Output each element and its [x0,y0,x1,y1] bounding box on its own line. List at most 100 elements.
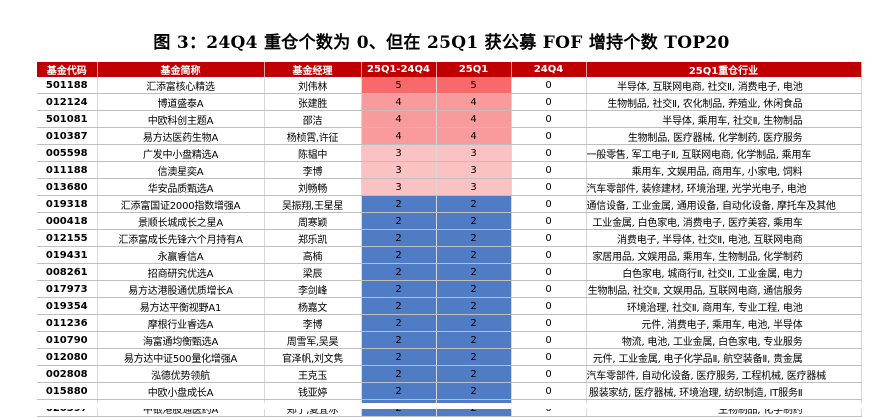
fund-code-cell: 017973 [37,280,98,298]
q4-count-cell: 0 [511,365,587,383]
fund-manager-cell: 杨嘉文 [264,297,362,315]
holding-change-cell: 2 [361,280,437,298]
industries-cell: 物流, 电池, 工业金属, 白色家电, 专业服务 [586,331,862,349]
fund-name-cell: 博道盛泰A [97,93,265,111]
header-holding-change: 25Q1-24Q4 [361,62,437,77]
industries-cell: 汽车零部件, 自动化设备, 医疗服务, 工程机械, 医疗器械 [586,365,862,383]
holding-change-cell: 4 [361,127,437,145]
holding-change-cell: 2 [361,382,437,400]
fund-manager-cell: 钱亚婷 [264,382,362,400]
fund-manager-cell: 官泽帆,刘文隽 [264,348,362,366]
q4-count-cell: 0 [511,195,587,213]
q4-count-cell: 0 [511,110,587,128]
holding-change-cell: 2 [361,246,437,264]
fund-code-cell: 019318 [37,195,98,213]
industries-cell: 服装家纺, 医疗器械, 环境治理, 纺织制造, IT服务Ⅱ [586,382,862,400]
header-fund-code: 基金代码 [37,62,98,77]
table-row: 012080 易方达中证500量化增强A 官泽帆,刘文隽 2 2 0 元件, 工业金属, 电… [37,348,862,366]
fund-manager-cell: 王克玉 [264,365,362,383]
fund-manager-cell: 周寒颖 [264,212,362,230]
fund-manager-cell: 郑乐凯 [264,229,362,247]
header-24q4-count: 24Q4 [511,62,587,77]
q1-count-cell: 3 [436,178,512,196]
fund-code-cell: 501081 [37,110,98,128]
q1-count-cell: 3 [436,161,512,179]
industries-cell: 元件, 工业金属, 电子化学品Ⅱ, 航空装备Ⅱ, 贵金属 [586,348,862,366]
table-row: 501188 汇添富核心精选 刘伟林 5 5 0 半导体, 互联网电商, 社交Ⅱ, 消费电子… [37,77,862,94]
q4-count-cell: 0 [511,178,587,196]
holding-change-cell: 3 [361,144,437,162]
q4-count-cell: 0 [511,229,587,247]
q1-count-cell: 2 [436,229,512,247]
q4-count-cell: 0 [511,280,587,298]
fund-manager-cell: 张建胜 [264,93,362,111]
holding-change-cell: 2 [361,212,437,230]
q4-count-cell: 0 [511,246,587,264]
q1-count-cell: 2 [436,348,512,366]
fund-name-cell: 华安品质甄选A [97,178,265,196]
figure-title: 图 3：24Q4 重仓个数为 0、但在 25Q1 获公募 FOF 增持个数 TO… [153,33,730,53]
fund-name-cell: 汇添富成长先锋六个月持有A [97,229,265,247]
table-row: 002808 泓德优势领航 王克玉 2 2 0 汽车零部件, 自动化设备, 医疗服务, 工程… [37,365,862,383]
q1-count-cell: 2 [436,365,512,383]
fund-code-cell: 019354 [37,297,98,315]
industries-cell: 环境治理, 社交Ⅱ, 商用车, 专业工程, 电池 [586,297,862,315]
fund-manager-cell: 邵洁 [264,110,362,128]
holding-change-cell: 5 [361,77,437,94]
fund-name-cell: 易方达医药生物A [97,127,265,145]
fund-code-cell: 010387 [37,127,98,145]
holding-change-cell: 2 [361,314,437,332]
industries-cell: 生物制品, 医疗器械, 化学制药, 医疗服务 [586,127,862,145]
industries-cell: 生物制品, 社交Ⅱ, 文娱用品, 互联网电商, 通信服务 [586,280,862,298]
q1-count-cell: 2 [436,314,512,332]
table-header-row: 基金代码 基金简称 基金经理 25Q1-24Q4 25Q1 24Q4 25Q1重… [37,62,862,77]
q4-count-cell: 0 [511,263,587,281]
holding-change-cell: 3 [361,178,437,196]
q1-count-cell: 2 [436,297,512,315]
q1-count-cell: 2 [436,331,512,349]
table-row: 019354 易方达平衡视野A1 杨嘉文 2 2 0 环境治理, 社交Ⅱ, 商用车, 专业工… [37,297,862,315]
fund-name-cell: 易方达港股通优质增长A [97,280,265,298]
fund-manager-cell: 周雪军,吴昊 [264,331,362,349]
fund-code-cell: 019431 [37,246,98,264]
table-row: 015880 中欧小盘成长A 钱亚婷 2 2 0 服装家纺, 医疗器械, 环境治理, 纺织制… [37,382,862,400]
industries-cell: 白色家电, 城商行Ⅱ, 社交Ⅱ, 工业金属, 电力 [586,263,862,281]
table-row: 005598 广发中小盘精选A 陈韫中 3 3 0 一般零售, 军工电子Ⅱ, 互联网电商, … [37,144,862,162]
holding-change-cell: 2 [361,229,437,247]
table-row: 011236 摩根行业睿选A 李博 2 2 0 元件, 消费电子, 乘用车, 电池, 半导体 [37,314,862,332]
q4-count-cell: 0 [511,348,587,366]
fund-code-cell: 013680 [37,178,98,196]
fund-name-cell: 泓德优势领航 [97,365,265,383]
q1-count-cell: 4 [436,93,512,111]
holding-change-cell: 2 [361,195,437,213]
fund-name-cell: 景顺长城成长之星A [97,212,265,230]
table-row: 008261 招商研究优选A 梁辰 2 2 0 白色家电, 城商行Ⅱ, 社交Ⅱ, 工业金属,… [37,263,862,281]
q4-count-cell: 0 [511,144,587,162]
header-fund-manager: 基金经理 [264,62,362,77]
holding-change-cell: 2 [361,297,437,315]
q4-count-cell: 0 [511,297,587,315]
industries-cell: 汽车零部件, 装修建材, 环境治理, 光学光电子, 电池 [586,178,862,196]
table-body: 501188 汇添富核心精选 刘伟林 5 5 0 半导体, 互联网电商, 社交Ⅱ, 消费电子… [37,77,862,417]
fund-name-cell: 中欧科创主题A [97,110,265,128]
industries-cell: 一般零售, 军工电子Ⅱ, 互联网电商, 化学制品, 乘用车 [586,144,862,162]
holding-change-cell: 2 [361,263,437,281]
q1-count-cell: 3 [436,144,512,162]
q1-count-cell: 2 [436,246,512,264]
fund-name-cell: 海富通均衡甄选A [97,331,265,349]
holding-change-cell: 4 [361,93,437,111]
table-row: 000418 景顺长城成长之星A 周寒颖 2 2 0 工业金属, 白色家电, 消费电子, 医… [37,212,862,230]
fund-manager-cell: 杨桢霄,许征 [264,127,362,145]
fund-manager-cell: 刘伟林 [264,77,362,94]
fund-name-cell: 信澳星奕A [97,161,265,179]
fund-code-cell: 015880 [37,382,98,400]
fund-code-cell: 011188 [37,161,98,179]
fund-name-cell: 汇添富核心精选 [97,77,265,94]
fof-top20-table: 基金代码 基金简称 基金经理 25Q1-24Q4 25Q1 24Q4 25Q1重… [37,62,862,417]
fund-code-cell: 008261 [37,263,98,281]
holding-change-cell: 4 [361,110,437,128]
table-row: 013680 华安品质甄选A 刘畅畅 3 3 0 汽车零部件, 装修建材, 环境治理, 光学… [37,178,862,196]
industries-cell: 元件, 消费电子, 乘用车, 电池, 半导体 [586,314,862,332]
fund-code-cell: 011236 [37,314,98,332]
fund-code-cell: 005598 [37,144,98,162]
